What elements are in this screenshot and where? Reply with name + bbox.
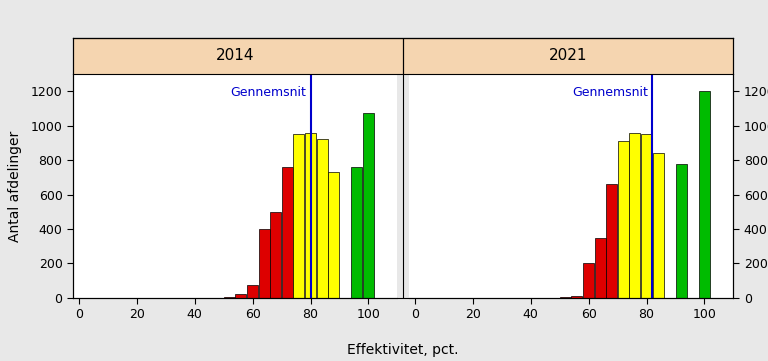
Text: Gennemsnit: Gennemsnit	[230, 86, 306, 99]
Bar	[653, 153, 664, 298]
Bar	[270, 212, 281, 298]
Text: Antal afdelinger: Antal afdelinger	[8, 130, 22, 242]
Bar	[224, 297, 235, 298]
Bar	[236, 293, 247, 298]
Bar	[641, 134, 652, 298]
Bar	[606, 184, 617, 298]
Bar	[699, 91, 710, 298]
Bar	[571, 296, 582, 298]
Bar	[259, 229, 270, 298]
Bar	[676, 164, 687, 298]
Bar	[305, 132, 316, 298]
Bar	[630, 132, 641, 298]
Text: 2014: 2014	[216, 48, 254, 64]
Text: 2021: 2021	[549, 48, 588, 64]
Bar	[617, 141, 629, 298]
Bar	[316, 139, 328, 298]
Bar	[560, 297, 571, 298]
Bar	[352, 167, 362, 298]
Bar	[293, 134, 304, 298]
Bar	[594, 238, 606, 298]
Text: Gennemsnit: Gennemsnit	[572, 86, 648, 99]
Bar	[363, 113, 374, 298]
Bar	[328, 172, 339, 298]
Bar	[583, 264, 594, 298]
Text: Effektivitet, pct.: Effektivitet, pct.	[347, 343, 459, 357]
Bar	[282, 167, 293, 298]
Bar	[247, 285, 258, 298]
